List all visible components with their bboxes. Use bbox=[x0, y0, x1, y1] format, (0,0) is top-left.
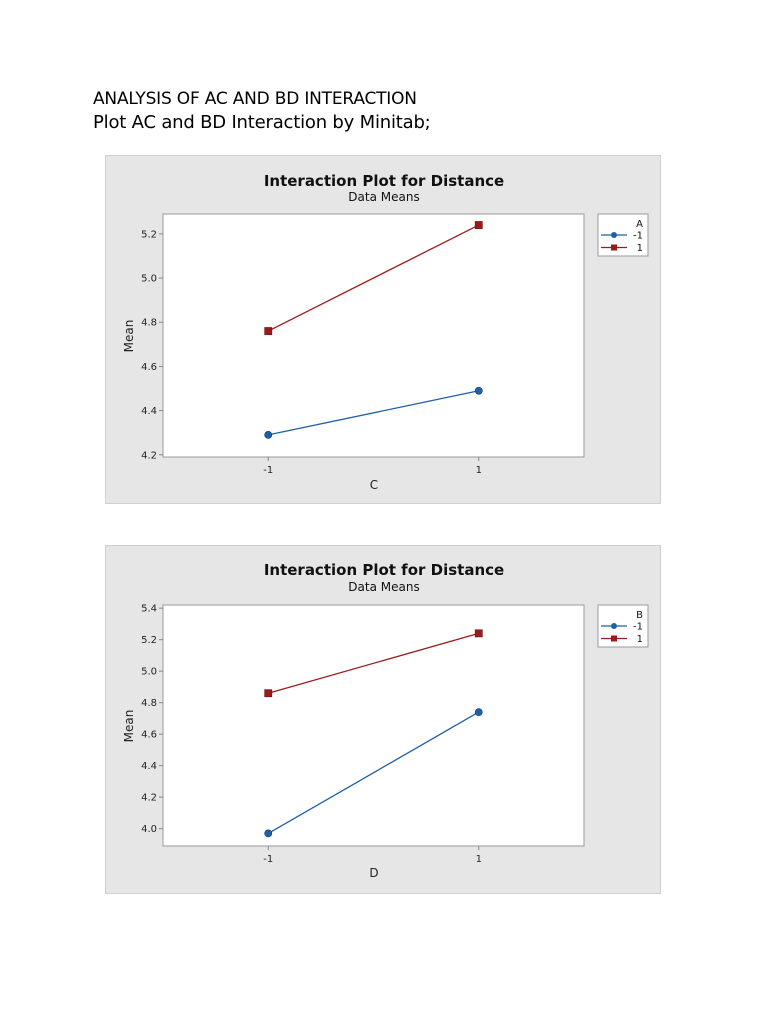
y-tick-label: 4.8 bbox=[141, 698, 157, 709]
legend-entries: -11 bbox=[601, 622, 643, 645]
y-tick-label: 5.0 bbox=[141, 667, 157, 678]
y-tick-label: 4.4 bbox=[141, 761, 157, 772]
series-line bbox=[267, 711, 480, 834]
legend-square-icon bbox=[611, 244, 617, 251]
chart-ac-svg: Interaction Plot for Distance Data Means… bbox=[122, 172, 649, 492]
data-point-square bbox=[264, 689, 273, 698]
chart-title: Interaction Plot for Distance bbox=[264, 561, 504, 579]
y-tick-label: 4.2 bbox=[141, 450, 157, 461]
data-point-circle bbox=[264, 431, 273, 439]
data-point-circle bbox=[474, 708, 483, 717]
legend-entries: -11 bbox=[601, 231, 643, 254]
chart-subtitle: Data Means bbox=[348, 190, 419, 204]
chart-bd-svg: Interaction Plot for Distance Data Means… bbox=[122, 561, 649, 880]
y-axis-label: Mean bbox=[122, 710, 136, 743]
y-tick-label: 4.0 bbox=[141, 824, 157, 835]
y-tick-label: 5.0 bbox=[141, 274, 157, 285]
legend-circle-icon bbox=[611, 232, 617, 238]
series-lines bbox=[264, 221, 483, 439]
chart-panel-ac: Interaction Plot for Distance Data Means… bbox=[105, 155, 661, 504]
y-axis-label: Mean bbox=[122, 320, 136, 353]
x-tick-label: 1 bbox=[476, 854, 482, 865]
chart-subtitle: Data Means bbox=[348, 580, 419, 594]
series-line bbox=[267, 224, 480, 332]
data-point-square bbox=[474, 221, 483, 229]
x-tick-label: 1 bbox=[476, 465, 482, 476]
legend-title: B bbox=[636, 610, 643, 621]
x-axis: -1 1 bbox=[263, 846, 482, 865]
y-tick-label: 5.2 bbox=[141, 635, 157, 646]
y-tick-label: 4.2 bbox=[141, 793, 157, 804]
legend-entry-label: -1 bbox=[633, 622, 643, 633]
legend-entry-label: 1 bbox=[637, 243, 643, 254]
y-tick-label: 5.4 bbox=[141, 604, 157, 615]
legend-entry-label: 1 bbox=[637, 634, 643, 645]
y-tick-label: 4.6 bbox=[141, 730, 157, 741]
data-point-circle bbox=[264, 829, 273, 838]
x-axis: -1 1 bbox=[263, 457, 482, 476]
legend: A -11 bbox=[597, 213, 649, 257]
legend-entry-label: -1 bbox=[633, 231, 643, 242]
x-tick-label: -1 bbox=[263, 465, 273, 476]
y-tick-label: 4.8 bbox=[141, 318, 157, 329]
y-axis: 4.0 4.2 4.4 4.6 4.8 5.0 5.2 5.4 bbox=[141, 604, 163, 835]
y-tick-label: 4.6 bbox=[141, 362, 157, 373]
legend-circle-icon bbox=[611, 623, 617, 629]
plot-area bbox=[162, 604, 585, 847]
y-tick-label: 4.4 bbox=[141, 406, 157, 417]
legend-title: A bbox=[636, 219, 643, 230]
data-point-square bbox=[264, 327, 273, 335]
x-axis-label: C bbox=[370, 478, 378, 492]
document-subheading: Plot AC and BD Interaction by Minitab; bbox=[93, 112, 431, 133]
series-lines bbox=[264, 629, 483, 838]
document-heading: ANALYSIS OF AC AND BD INTERACTION bbox=[93, 89, 417, 109]
chart-title: Interaction Plot for Distance bbox=[264, 172, 504, 190]
legend-square-icon bbox=[611, 635, 617, 642]
x-tick-label: -1 bbox=[263, 854, 273, 865]
y-axis: 4.2 4.4 4.6 4.8 5.0 5.2 bbox=[141, 229, 163, 461]
series-line bbox=[268, 632, 479, 694]
data-point-circle bbox=[474, 386, 483, 395]
chart-panel-bd: Interaction Plot for Distance Data Means… bbox=[105, 545, 661, 894]
series-line bbox=[268, 390, 479, 436]
data-point-square bbox=[474, 629, 483, 638]
plot-area bbox=[162, 213, 585, 458]
y-tick-label: 5.2 bbox=[141, 229, 157, 240]
x-axis-label: D bbox=[369, 866, 378, 880]
legend: B -11 bbox=[597, 604, 649, 648]
